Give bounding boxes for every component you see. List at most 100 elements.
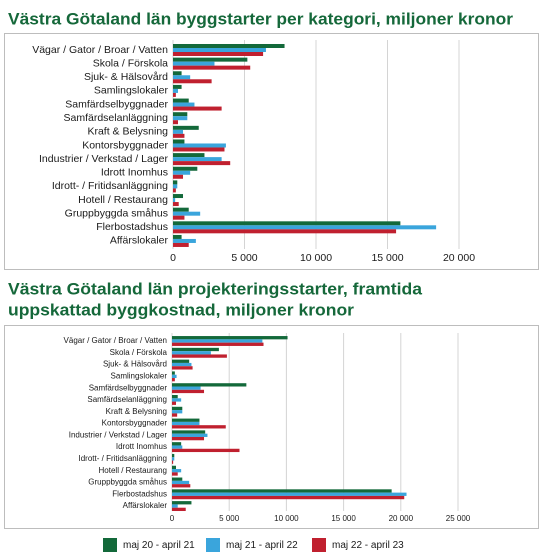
bar xyxy=(172,406,183,411)
category-label: Samlingslokaler xyxy=(94,85,169,97)
legend-label: maj 21 - april 22 xyxy=(226,540,298,551)
bar xyxy=(172,371,175,375)
bar xyxy=(173,139,185,144)
bar xyxy=(172,442,182,446)
category-label: Gruppbyggda småhus xyxy=(88,478,167,487)
bar xyxy=(173,48,266,52)
bar xyxy=(172,489,392,493)
bar xyxy=(173,234,182,239)
bar xyxy=(173,207,189,212)
category-label: Kontorsbyggnader xyxy=(102,419,168,428)
bar xyxy=(172,383,247,387)
bar xyxy=(173,143,226,148)
bar xyxy=(172,445,183,449)
category-label: Skola / Förskola xyxy=(93,57,168,69)
bar xyxy=(172,425,226,429)
bar xyxy=(172,347,219,352)
bar xyxy=(172,453,175,458)
bar xyxy=(172,354,227,358)
bar xyxy=(173,198,176,203)
bar xyxy=(172,480,190,485)
bar xyxy=(172,436,205,441)
bar xyxy=(172,504,178,508)
chart-title: Västra Götaland län byggstarter per kate… xyxy=(8,9,513,28)
x-tick-label: 25 000 xyxy=(446,514,471,523)
category-label: Flerbostadshus xyxy=(96,221,168,233)
bar xyxy=(172,430,206,434)
bar xyxy=(173,57,248,62)
bar xyxy=(172,501,192,505)
x-tick-label: 20 000 xyxy=(443,252,475,264)
legend-swatch xyxy=(103,538,117,552)
legend-label: maj 22 - april 23 xyxy=(332,540,404,551)
category-label: Kraft & Belysning xyxy=(106,407,167,416)
bar xyxy=(172,378,175,382)
bar xyxy=(172,366,193,370)
category-label: Idrott- / Fritidsanläggning xyxy=(79,454,168,463)
bar xyxy=(172,460,174,464)
x-tick-label: 10 000 xyxy=(300,252,332,264)
bar xyxy=(173,112,188,117)
bar xyxy=(173,129,184,134)
category-label: Idrott Inomhus xyxy=(101,167,168,179)
bar xyxy=(172,359,190,363)
bar xyxy=(172,507,186,512)
bar xyxy=(172,448,240,453)
category-label: Vägar / Gator / Broar / Vatten xyxy=(64,336,167,345)
bar xyxy=(173,153,205,158)
bar xyxy=(173,88,179,93)
bar xyxy=(172,395,178,399)
x-tick-label: 10 000 xyxy=(274,514,299,523)
bar xyxy=(173,106,222,111)
category-label: Idrott Inomhus xyxy=(116,442,167,451)
category-label: Samfärdselanläggning xyxy=(87,395,167,404)
bar xyxy=(172,465,177,470)
chart-title: uppskattad byggkostnad, miljoner kronor xyxy=(8,300,354,319)
bar xyxy=(173,79,212,84)
bar xyxy=(173,161,231,166)
bar xyxy=(172,410,183,414)
category-label: Vägar / Gator / Broar / Vatten xyxy=(32,44,168,56)
bar xyxy=(173,116,188,121)
category-label: Affärslokaler xyxy=(110,235,169,247)
bar xyxy=(172,386,201,390)
bar xyxy=(173,215,185,220)
category-label: Hotell / Restaurang xyxy=(99,466,167,475)
category-label: Kraft & Belysning xyxy=(87,126,168,138)
x-tick-label: 5 000 xyxy=(231,252,257,264)
category-label: Sjuk- & Hälsovård xyxy=(84,71,168,83)
legend-swatch xyxy=(312,538,326,552)
bar xyxy=(173,202,179,207)
category-label: Skola / Förskola xyxy=(110,348,168,357)
category-label: Industrier / Verkstad / Lager xyxy=(69,430,168,439)
category-label: Samfärdselanläggning xyxy=(64,112,169,124)
bar xyxy=(173,184,178,189)
x-tick-label: 20 000 xyxy=(389,514,414,523)
x-tick-label: 0 xyxy=(170,252,176,264)
category-label: Hotell / Restaurang xyxy=(78,194,168,206)
bar xyxy=(173,92,176,97)
bar xyxy=(173,120,179,125)
bar xyxy=(173,174,184,179)
bar xyxy=(172,484,191,488)
bar xyxy=(172,421,200,426)
bar xyxy=(172,339,263,343)
category-label: Flerbostadshus xyxy=(112,489,167,498)
bar xyxy=(173,44,285,48)
bar xyxy=(173,147,225,152)
legend-swatch xyxy=(206,538,220,552)
bar xyxy=(172,362,192,367)
bar xyxy=(173,170,191,175)
category-label: Samfärdselbyggnader xyxy=(89,383,168,392)
x-tick-label: 5 000 xyxy=(219,514,240,523)
category-label: Samlingslokaler xyxy=(111,371,168,380)
bar xyxy=(172,433,208,437)
bar xyxy=(173,52,264,56)
bar xyxy=(173,61,215,66)
bar xyxy=(173,157,222,162)
bar xyxy=(173,102,195,107)
bar xyxy=(173,180,178,185)
category-label: Idrott- / Fritidsanläggning xyxy=(52,180,168,192)
bar xyxy=(173,221,401,226)
